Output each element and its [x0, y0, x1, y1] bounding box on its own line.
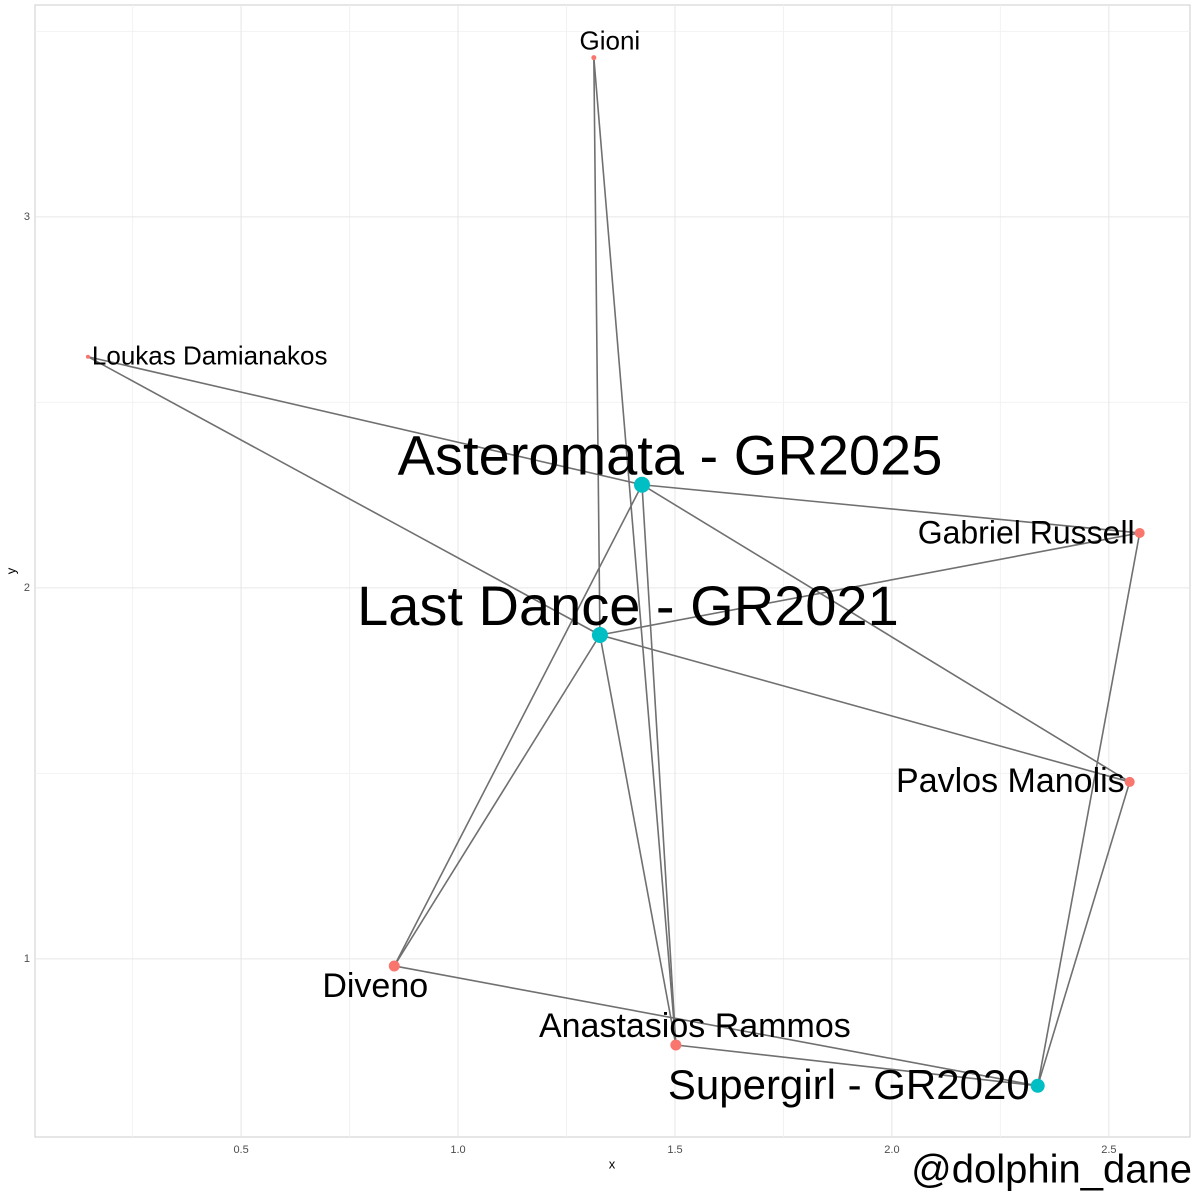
edge	[593, 57, 601, 636]
node-label: Anastasios Rammos	[539, 1007, 851, 1045]
edge	[1036, 781, 1131, 1087]
node	[591, 55, 597, 61]
edge	[599, 634, 677, 1046]
edge	[593, 57, 677, 1046]
edge	[641, 484, 677, 1046]
panel	[34, 4, 1191, 1138]
node	[388, 960, 400, 972]
node	[591, 627, 608, 644]
y-axis-title: y	[3, 567, 18, 574]
y-tick-label: 2	[24, 582, 30, 594]
node-label: Loukas Damianakos	[92, 341, 328, 371]
node-label: Diveno	[322, 967, 428, 1005]
x-tick-label: 2.5	[1101, 1144, 1116, 1156]
x-tick-label: 2.0	[884, 1144, 899, 1156]
node-label: Gabriel Russell	[918, 514, 1135, 550]
edge	[87, 356, 601, 636]
x-tick-label: 1.5	[667, 1144, 682, 1156]
edge	[393, 484, 643, 967]
edge	[599, 634, 1130, 783]
node	[670, 1039, 682, 1051]
node	[1030, 1078, 1045, 1093]
edge	[641, 483, 1140, 534]
caption: @dolphin_dane	[911, 1148, 1192, 1192]
node-label: Asteromata - GR2025	[398, 424, 943, 487]
edge	[641, 484, 1131, 783]
node	[85, 354, 90, 359]
x-tick-label: 1.0	[450, 1144, 465, 1156]
node-label: Last Dance - GR2021	[357, 574, 899, 637]
x-axis-title: x	[609, 1156, 616, 1171]
node-label: Supergirl - GR2020	[668, 1061, 1030, 1108]
edge	[599, 532, 1140, 636]
edge	[394, 965, 1038, 1087]
edge	[675, 1044, 1038, 1087]
node-label: Gioni	[579, 26, 640, 56]
node	[1124, 776, 1135, 787]
y-tick-label: 3	[24, 211, 30, 223]
edge	[393, 634, 601, 967]
x-tick-label: 0.5	[233, 1144, 248, 1156]
y-tick-label: 1	[24, 953, 30, 965]
node-label: Pavlos Manolis	[896, 762, 1125, 800]
edge	[87, 355, 643, 486]
edge	[1036, 532, 1141, 1086]
node	[634, 476, 651, 493]
node	[1134, 527, 1145, 538]
